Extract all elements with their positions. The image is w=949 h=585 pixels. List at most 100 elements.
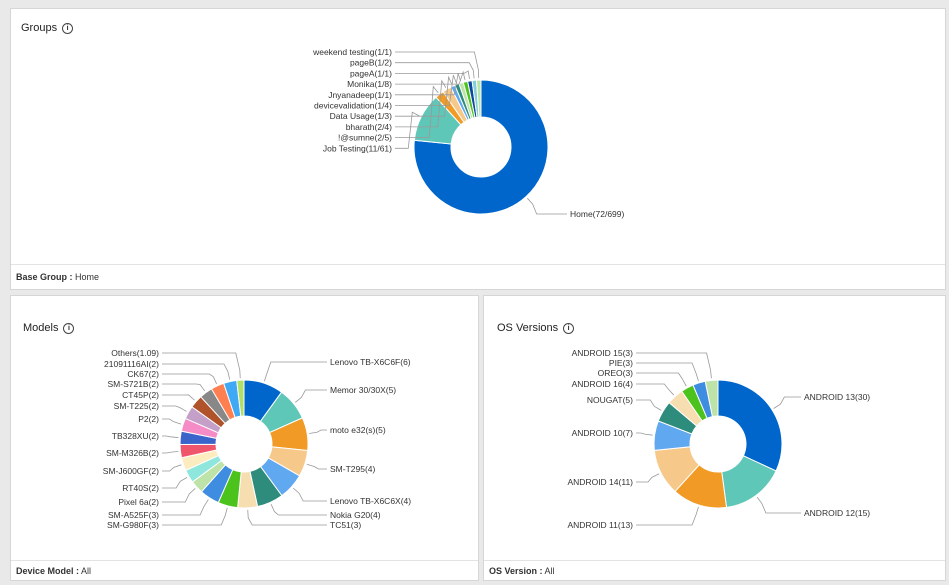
os-leader-line [636, 399, 662, 411]
models-slice-label: Pixel 6a(2) [118, 497, 159, 507]
models-slice-label: SM-M326B(2) [106, 448, 159, 458]
os-slice[interactable] [717, 379, 783, 472]
models-panel: Models i Device Model : All [10, 295, 479, 581]
models-slice-label: SM-T225(2) [114, 401, 160, 411]
groups-slice-label: Data Usage(1/3) [330, 111, 393, 121]
groups-leader-line [395, 111, 420, 149]
models-slice-label: 21091116AI(2) [104, 359, 159, 369]
groups-slice-label: Monika(1/8) [347, 79, 392, 89]
info-icon[interactable]: i [63, 323, 75, 334]
groups-leader-line [395, 75, 453, 117]
os-slice-label: OREO(3) [598, 368, 634, 378]
os-slice-label: ANDROID 16(4) [572, 379, 634, 389]
models-slice-label: P2(2) [138, 414, 159, 424]
os-slice-label: ANDROID 12(15) [804, 508, 870, 518]
models-leader-line [162, 418, 182, 425]
os-leader-line [773, 396, 801, 409]
groups-leader-line [395, 79, 447, 128]
models-slice-label: TC51(3) [330, 520, 361, 530]
os-slice-label: ANDROID 15(3) [572, 348, 634, 358]
os-slice-label: NOUGAT(5) [587, 395, 633, 405]
models-slice-label: Lenovo TB-X6C6X(4) [330, 496, 411, 506]
models-leader-line [247, 509, 327, 526]
os-slice[interactable] [704, 379, 719, 418]
models-leader-line [292, 487, 327, 502]
os-footer: OS Version : All [484, 560, 945, 580]
groups-slice-label: pageB(1/2) [350, 58, 392, 68]
groups-slice-label: !@sumne(2/5) [338, 133, 392, 143]
groups-leader-line [395, 51, 480, 79]
groups-slice-label: bharath(2/4) [346, 122, 392, 132]
models-slice-label: Others(1.09) [111, 348, 159, 358]
models-slice-label: CK67(2) [127, 369, 159, 379]
groups-slice-label: Home(72/699) [570, 209, 625, 219]
models-slice-label: SM-S721B(2) [108, 379, 160, 389]
models-leader-line [162, 405, 187, 412]
os-leader-line [636, 473, 660, 483]
os-slice-label: ANDROID 10(7) [572, 428, 634, 438]
groups-footer: Base Group : Home [11, 264, 945, 289]
groups-leader-line [395, 75, 457, 106]
os-footer-label: OS Version : [489, 566, 543, 576]
models-leader-line [162, 363, 231, 380]
os-slice-label: ANDROID 11(13) [568, 520, 634, 530]
groups-leader-line [395, 70, 470, 80]
info-icon[interactable]: i [62, 23, 74, 34]
groups-slice[interactable] [475, 79, 482, 118]
models-leader-line [162, 450, 179, 454]
models-leader-line [162, 464, 182, 472]
os-footer-value[interactable]: All [544, 566, 555, 576]
groups-title: Groups i [21, 22, 74, 34]
models-leader-line [162, 373, 217, 385]
models-leader-line [294, 389, 327, 403]
models-slice-label: SM-J600GF(2) [103, 466, 159, 476]
models-leader-line [306, 463, 327, 470]
groups-leader-line [526, 197, 567, 215]
models-leader-line [162, 435, 179, 438]
models-leader-line [162, 394, 195, 401]
models-leader-line [162, 499, 209, 516]
models-footer-label: Device Model : [16, 566, 80, 576]
models-slice-label: SM-T295(4) [330, 464, 376, 474]
groups-footer-value[interactable]: Home [75, 272, 100, 282]
groups-leader-line [395, 70, 466, 85]
groups-slice-label: weekend testing(1/1) [312, 47, 392, 57]
os-leader-line [636, 506, 699, 526]
os-leader-line [636, 372, 687, 387]
models-title: Models i [23, 322, 75, 334]
models-slice-label: SM-A525F(3) [108, 510, 159, 520]
os-slice-label: ANDROID 13(30) [804, 392, 870, 402]
models-slice[interactable] [236, 379, 245, 417]
groups-panel: Groups i Base Group : Home [10, 8, 946, 290]
os-title-text: OS Versions [497, 322, 559, 334]
models-slice-label: RT40S(2) [122, 483, 159, 493]
groups-slice-label: Job Testing(11/61) [323, 143, 392, 153]
groups-slice-label: devicevalidation(1/4) [314, 101, 392, 111]
models-slice-label: TB328XU(2) [112, 431, 159, 441]
models-footer: Device Model : All [11, 560, 478, 580]
os-leader-line [636, 383, 675, 396]
info-icon[interactable]: i [563, 323, 575, 334]
os-title: OS Versions i [497, 322, 575, 334]
groups-slice-label: Jnyanadeep(1/1) [328, 90, 392, 100]
models-leader-line [263, 361, 327, 382]
models-slice-label: Nokia G20(4) [330, 510, 381, 520]
os-leader-line [636, 362, 699, 382]
models-slice-label: CT45P(2) [122, 390, 159, 400]
groups-leader-line [395, 62, 475, 79]
models-leader-line [162, 488, 196, 503]
models-leader-line [309, 429, 327, 434]
os-leader-line [636, 352, 712, 379]
models-leader-line [270, 504, 327, 516]
models-footer-value[interactable]: All [81, 566, 92, 576]
models-leader-line [162, 477, 188, 489]
models-slice-label: moto e32(s)(5) [330, 425, 386, 435]
groups-title-text: Groups [21, 22, 58, 34]
models-slice-label: Memor 30/30X(5) [330, 385, 396, 395]
groups-slice[interactable] [413, 79, 549, 215]
models-title-text: Models [23, 322, 59, 334]
models-leader-line [162, 352, 241, 379]
groups-leader-line [395, 73, 461, 96]
os-leader-line [636, 432, 653, 436]
